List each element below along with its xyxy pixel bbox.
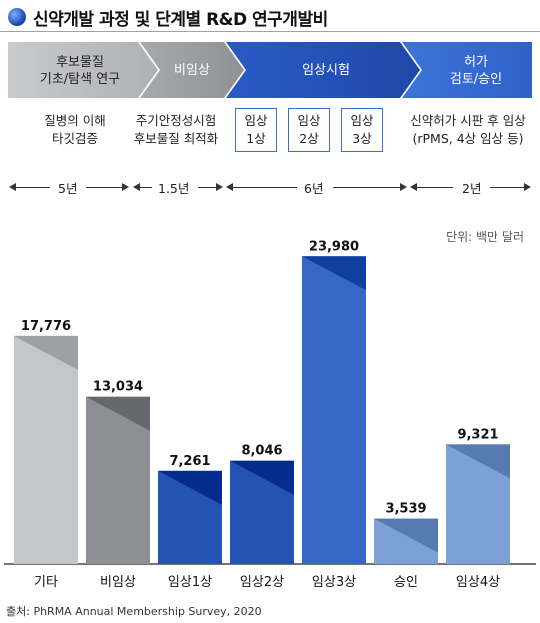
bar-accent-1	[14, 335, 78, 370]
desc-discovery-line2: 타깃검증	[51, 131, 98, 146]
duration-line-2b	[198, 187, 218, 188]
bar-value-label-7: 9,321	[457, 427, 498, 442]
bar-value-label-2: 13,034	[93, 380, 143, 395]
duration-arrow-left-3	[226, 183, 233, 191]
bar-accent-4	[230, 460, 294, 495]
desc-discovery-line1: 질병의 이해	[44, 113, 106, 128]
stage-label-approval-line2: 검토/승인	[449, 72, 503, 87]
stage-label-discovery-line1: 후보물질	[56, 55, 104, 70]
duration-line-2a	[138, 187, 152, 188]
phase-box-2-text: 임상 2상	[297, 113, 321, 146]
stage-chevron-discovery	[8, 42, 158, 98]
desc-approval: 신약허가 시판 후 임상 (rPMS, 4상 임상 등)	[396, 112, 540, 148]
category-label-7: 임상4상	[456, 575, 500, 590]
category-label-3: 임상1상	[168, 575, 212, 590]
desc-discovery: 질병의 이해 타깃검증	[10, 112, 140, 148]
stage-chevron-clinical	[226, 42, 420, 98]
duration-arrow-right-4	[524, 183, 531, 191]
phase-box-2: 임상 2상	[288, 108, 330, 152]
bar-value-label-5: 23,980	[309, 240, 359, 254]
bar-accent-2	[86, 396, 150, 431]
category-label-1: 기타	[34, 575, 58, 590]
desc-approval-line1: 신약허가 시판 후 임상	[410, 113, 526, 128]
desc-approval-line2: (rPMS, 4상 임상 등)	[412, 131, 524, 146]
stage-label-clinical: 임상시험	[302, 63, 350, 78]
duration-line-3a	[231, 187, 297, 188]
bar-value-label-6: 3,539	[385, 502, 426, 517]
bar-value-label-3: 7,261	[169, 454, 210, 469]
duration-line-4a	[415, 187, 453, 188]
duration-arrow-right-3	[400, 183, 407, 191]
stage-label-discovery: 후보물질 기초/탐색 연구	[10, 54, 150, 88]
desc-preclinical: 주기안정성시험 후보물질 최적화	[116, 112, 236, 148]
duration-line-3b	[333, 187, 401, 188]
duration-preclinical: 1.5년	[158, 181, 190, 196]
stage-label-preclinical: 비임상	[174, 63, 210, 78]
bar-accent-6	[374, 518, 438, 553]
duration-discovery: 5년	[58, 181, 78, 196]
duration-approval: 2년	[462, 181, 482, 196]
bar-5	[302, 256, 366, 564]
duration-line-4b	[490, 187, 526, 188]
phase-box-3-text: 임상 3상	[350, 113, 374, 146]
duration-line-1b	[86, 187, 124, 188]
bar-chart: 17,776 기타 13,034 비임상 7,261 임상1상 8,046 임상2상 23,98…	[4, 240, 536, 590]
phase-box-3: 임상 3상	[341, 108, 383, 152]
category-label-6: 승인	[394, 575, 418, 590]
category-label-2: 비임상	[100, 575, 136, 590]
stage-label-approval: 허가 검토/승인	[420, 54, 532, 88]
duration-line-1a	[14, 187, 50, 188]
source-note: 출처: PhRMA Annual Membership Survey, 2020	[6, 605, 262, 618]
bar-accent-7	[446, 444, 510, 479]
bar-value-label-4: 8,046	[241, 444, 282, 459]
desc-preclinical-line1: 주기안정성시험	[135, 113, 217, 128]
stage-banner	[8, 42, 532, 98]
duration-arrow-left-1	[9, 183, 16, 191]
title-divider	[0, 31, 540, 32]
category-label-4: 임상2상	[240, 575, 284, 590]
stage-label-approval-line1: 허가	[464, 55, 488, 70]
globe-icon	[8, 8, 26, 26]
bar-value-label-1: 17,776	[21, 319, 71, 334]
bar-accent-5	[302, 256, 366, 291]
bar-accent-3	[158, 470, 222, 505]
phase-box-1: 임상 1상	[235, 108, 277, 152]
duration-arrow-left-2	[133, 183, 140, 191]
bar-1	[14, 335, 78, 564]
duration-arrow-left-4	[410, 183, 417, 191]
stage-chevron-preclinical	[140, 42, 244, 98]
phase-box-1-text: 임상 1상	[244, 113, 268, 146]
page-title: 신약개발 과정 및 단계별 R&D 연구개발비	[33, 9, 328, 30]
duration-clinical: 6년	[304, 181, 324, 196]
category-label-5: 임상3상	[312, 575, 356, 590]
stage-chevron-approval	[402, 42, 532, 98]
duration-arrow-right-2	[216, 183, 223, 191]
desc-preclinical-line2: 후보물질 최적화	[133, 131, 219, 146]
unit-label: 단위: 백만 달러	[446, 230, 524, 244]
duration-arrow-right-1	[122, 183, 129, 191]
title-bar: 신약개발 과정 및 단계별 R&D 연구개발비	[8, 4, 328, 30]
stage-label-discovery-line2: 기초/탐색 연구	[39, 72, 121, 87]
